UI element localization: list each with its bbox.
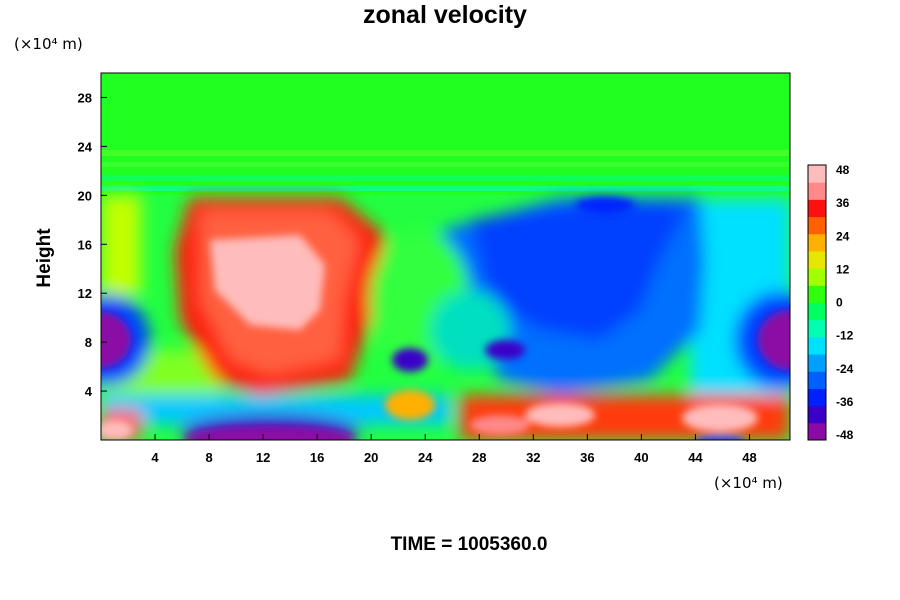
y-unit-label: (×10⁴ m) <box>14 35 83 53</box>
right-low <box>758 310 790 370</box>
x-tick-label: 8 <box>205 450 212 465</box>
x-tick-label: 24 <box>418 450 433 465</box>
upper-layer <box>101 73 790 195</box>
x-tick-label: 12 <box>256 450 270 465</box>
y-tick-label: 16 <box>78 237 92 252</box>
colorbar-tick-label: -48 <box>836 428 854 442</box>
y-tick-label: 24 <box>78 139 93 154</box>
left-low <box>101 312 131 368</box>
colorbar-swatch <box>808 422 826 441</box>
x-tick-label: 16 <box>310 450 324 465</box>
colorbar-tick-label: 12 <box>836 262 850 276</box>
chart-title: zonal velocity <box>363 1 527 29</box>
colorbar-swatch <box>808 165 826 183</box>
colorbar-tick-label: -24 <box>836 362 854 376</box>
colorbar-tick-label: 0 <box>836 296 843 310</box>
x-unit-label: (×10⁴ m) <box>714 474 783 492</box>
colorbar-swatch <box>808 285 826 303</box>
colorbar-swatch <box>808 216 826 235</box>
y-tick-label: 4 <box>85 384 93 399</box>
x-tick-label: 48 <box>742 450 756 465</box>
heatmap-field <box>101 73 790 440</box>
colorbar-swatch <box>808 354 826 372</box>
colorbar-swatch <box>808 233 826 252</box>
colorbar-tick-label: -36 <box>836 395 854 409</box>
colorbar-frame <box>807 164 827 441</box>
colorbar-swatch <box>808 388 826 407</box>
colorbar-swatch <box>808 268 826 286</box>
x-tick-label: 32 <box>526 450 540 465</box>
y-tick-label: 8 <box>85 335 92 350</box>
colorbar-swatch <box>808 319 826 338</box>
colorbar-tick-label: 36 <box>836 196 850 210</box>
x-tick-label: 4 <box>151 450 159 465</box>
y-axis: 4 8 12 16 20 24 28 <box>78 90 107 399</box>
x-tick-label: 36 <box>580 450 594 465</box>
colorbar: 48 36 24 12 0 -12 -24 -36 -48 <box>807 163 854 442</box>
jet-core <box>210 235 325 330</box>
colorbar-swatch <box>808 336 826 355</box>
colorbar-swatch <box>808 250 826 269</box>
x-tick-label: 28 <box>472 450 486 465</box>
x-tick-label: 44 <box>688 450 703 465</box>
time-label: TIME = 1005360.0 <box>391 534 548 555</box>
colorbar-tick-label: 24 <box>836 229 850 243</box>
colorbar-swatch <box>808 302 826 321</box>
y-tick-label: 20 <box>78 188 92 203</box>
colorbar-swatch <box>808 182 826 200</box>
y-axis-label: Height <box>34 228 55 288</box>
bottom-low <box>185 426 355 440</box>
y-tick-label: 12 <box>78 286 92 301</box>
y-tick-label: 28 <box>78 90 92 105</box>
colorbar-tick-label: -12 <box>836 329 854 343</box>
colorbar-swatch <box>808 405 826 424</box>
x-tick-label: 40 <box>634 450 648 465</box>
colorbar-tick-label: 48 <box>836 163 850 177</box>
plot-frame <box>100 72 791 441</box>
colorbar-swatch <box>808 199 826 218</box>
x-axis: 4 8 12 16 20 24 28 32 36 40 44 48 <box>151 434 757 465</box>
colorbar-swatch <box>808 371 826 389</box>
x-tick-label: 20 <box>364 450 378 465</box>
